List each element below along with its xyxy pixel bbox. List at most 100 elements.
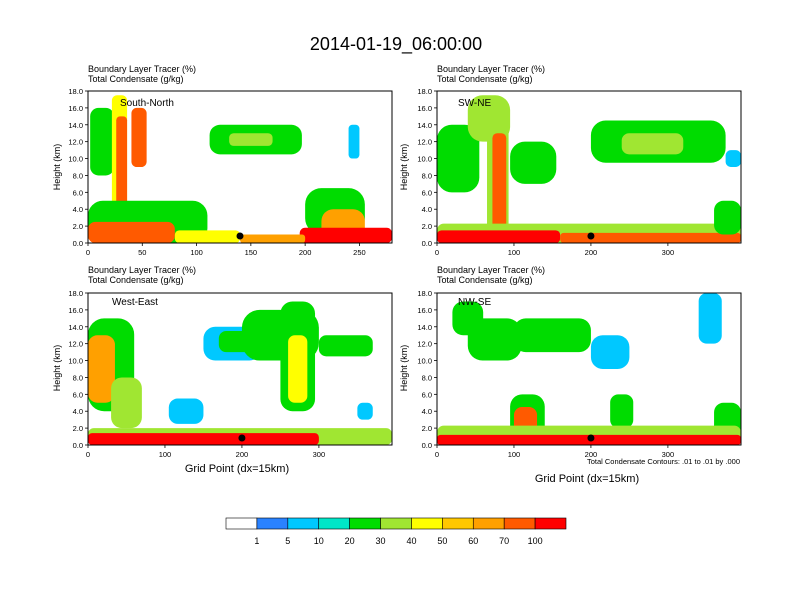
x-tick-label: 200 bbox=[299, 248, 312, 257]
y-tick-label: 2.0 bbox=[73, 222, 83, 231]
panel-subtitle-1: Boundary Layer Tracer (%) bbox=[437, 265, 545, 275]
plot-area: 0.0 2.0 4.0 6.0 8.0 10.0 12.0 14.0 16.0 18.0 0 100 2… bbox=[68, 289, 393, 459]
plot-area: 0.0 2.0 4.0 6.0 8.0 10.0 12.0 14.0 16.0 18.0 0 50 10… bbox=[68, 87, 393, 257]
y-tick-label: 14.0 bbox=[68, 323, 83, 332]
x-tick-label: 300 bbox=[313, 450, 326, 459]
y-tick-label: 18.0 bbox=[68, 289, 83, 298]
location-marker bbox=[236, 232, 244, 240]
tracer-region bbox=[357, 402, 373, 420]
panel-west-east: Boundary Layer Tracer (%) Total Condensa… bbox=[52, 265, 393, 475]
tracer-field bbox=[437, 91, 741, 243]
panel-south-north: Boundary Layer Tracer (%) Total Condensa… bbox=[52, 64, 393, 257]
y-tick-label: 16.0 bbox=[68, 306, 83, 315]
panel-sw-ne: Boundary Layer Tracer (%) Total Condensa… bbox=[399, 64, 742, 257]
y-tick-label: 14.0 bbox=[68, 121, 83, 130]
tracer-region bbox=[88, 335, 115, 403]
y-tick-label: 12.0 bbox=[68, 138, 83, 147]
colorbar-label: 1 bbox=[254, 536, 259, 546]
colorbar-label: 10 bbox=[314, 536, 324, 546]
colorbar-label: 30 bbox=[376, 536, 386, 546]
y-tick-label: 6.0 bbox=[73, 390, 83, 399]
colorbar-label: 20 bbox=[345, 536, 355, 546]
colorbar-label: 100 bbox=[528, 536, 543, 546]
colorbar-label: 40 bbox=[406, 536, 416, 546]
x-tick-label: 300 bbox=[662, 248, 675, 257]
tracer-region bbox=[111, 377, 142, 429]
colorbar-swatch bbox=[503, 517, 536, 530]
tracer-region bbox=[437, 124, 480, 193]
main-title: 2014-01-19_06:00:00 bbox=[310, 34, 482, 55]
y-tick-label: 6.0 bbox=[422, 188, 432, 197]
panel-label: West-East bbox=[112, 297, 158, 308]
tracer-region bbox=[467, 318, 522, 361]
tracer-region bbox=[590, 335, 630, 369]
x-axis-label: Grid Point (dx=15km) bbox=[535, 473, 639, 485]
x-tick-label: 100 bbox=[508, 450, 521, 459]
y-tick-label: 0.0 bbox=[73, 239, 83, 248]
y-tick-label: 2.0 bbox=[422, 424, 432, 433]
colorbar-swatch bbox=[442, 517, 474, 530]
y-axis-label: Height (km) bbox=[399, 144, 409, 191]
y-tick-label: 4.0 bbox=[422, 205, 432, 214]
plot-area: 0.0 2.0 4.0 6.0 8.0 10.0 12.0 14.0 16.0 18.0 0 100 2… bbox=[417, 289, 742, 459]
colorbar-label: 5 bbox=[285, 536, 290, 546]
x-tick-label: 50 bbox=[138, 248, 146, 257]
y-tick-label: 0.0 bbox=[422, 239, 432, 248]
tracer-region bbox=[229, 133, 273, 146]
tracer-region bbox=[610, 394, 634, 429]
colorbar-swatch bbox=[380, 517, 412, 530]
tracer-region bbox=[513, 318, 591, 353]
colorbar-swatch bbox=[534, 517, 567, 530]
y-tick-label: 14.0 bbox=[417, 121, 432, 130]
tracer-region bbox=[318, 335, 373, 357]
y-tick-label: 2.0 bbox=[73, 424, 83, 433]
y-tick-label: 4.0 bbox=[422, 407, 432, 416]
colorbar-swatch bbox=[225, 517, 258, 530]
y-tick-label: 6.0 bbox=[73, 188, 83, 197]
plot-area: 0.0 2.0 4.0 6.0 8.0 10.0 12.0 14.0 16.0 18.0 0 100 2… bbox=[417, 87, 742, 257]
y-tick-label: 4.0 bbox=[73, 407, 83, 416]
x-tick-label: 0 bbox=[86, 248, 90, 257]
panel-nw-se: Boundary Layer Tracer (%) Total Condensa… bbox=[399, 265, 742, 485]
tracer-region bbox=[88, 433, 319, 445]
panel-subtitle-2: Total Condensate (g/kg) bbox=[88, 275, 184, 285]
y-tick-label: 16.0 bbox=[417, 104, 432, 113]
panel-subtitle-2: Total Condensate (g/kg) bbox=[88, 74, 184, 84]
colorbar: 1 5 10 20 30 40 50 60 70 100 bbox=[225, 517, 567, 546]
y-axis-label: Height (km) bbox=[52, 345, 62, 392]
colorbar-swatch bbox=[411, 517, 443, 530]
panel-subtitle-1: Boundary Layer Tracer (%) bbox=[437, 64, 545, 74]
y-tick-label: 10.0 bbox=[417, 357, 432, 366]
tracer-region bbox=[437, 230, 561, 243]
tracer-field bbox=[88, 293, 392, 445]
colorbar-label: 50 bbox=[437, 536, 447, 546]
y-tick-label: 14.0 bbox=[417, 323, 432, 332]
panel-label: SW-NE bbox=[458, 98, 491, 109]
location-marker bbox=[587, 434, 595, 442]
tracer-field bbox=[437, 293, 741, 445]
y-tick-label: 12.0 bbox=[417, 340, 432, 349]
footnote: Total Condensate Contours: .01 to .01 by… bbox=[587, 457, 740, 466]
x-tick-label: 200 bbox=[585, 248, 598, 257]
tracer-region bbox=[299, 227, 392, 243]
colorbar-label: 70 bbox=[499, 536, 509, 546]
x-tick-label: 200 bbox=[236, 450, 249, 459]
x-tick-label: 250 bbox=[353, 248, 366, 257]
y-tick-label: 2.0 bbox=[422, 222, 432, 231]
y-axis-label: Height (km) bbox=[399, 345, 409, 392]
colorbar-swatch bbox=[318, 517, 350, 530]
panel-label: NW-SE bbox=[458, 297, 491, 308]
tracer-region bbox=[240, 234, 306, 243]
y-tick-label: 18.0 bbox=[417, 289, 432, 298]
colorbar-swatch bbox=[287, 517, 320, 530]
y-tick-label: 10.0 bbox=[417, 155, 432, 164]
tracer-region bbox=[492, 133, 507, 243]
panel-subtitle-2: Total Condensate (g/kg) bbox=[437, 74, 533, 84]
tracer-region bbox=[725, 150, 741, 167]
tracer-region bbox=[714, 200, 741, 235]
y-tick-label: 12.0 bbox=[68, 340, 83, 349]
tracer-region bbox=[168, 398, 204, 424]
y-tick-label: 8.0 bbox=[73, 171, 83, 180]
x-tick-label: 150 bbox=[245, 248, 258, 257]
